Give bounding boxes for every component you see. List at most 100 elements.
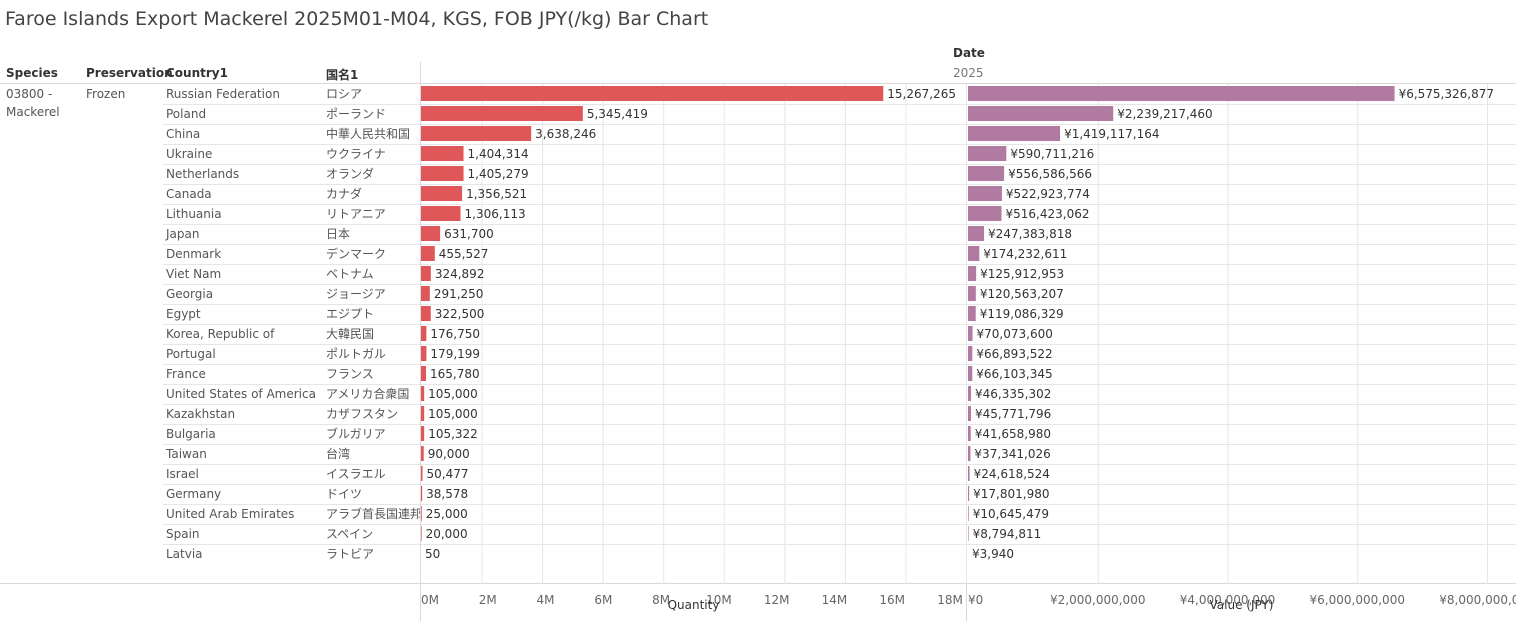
country-jp-label[interactable]: 中華人民共和国 <box>326 127 411 141</box>
value-bar <box>968 146 1007 161</box>
country-header[interactable]: Country1 <box>166 66 228 80</box>
country-label[interactable]: Latvia <box>166 547 203 561</box>
country-jp-label[interactable]: ラトビア <box>326 547 375 561</box>
value-bar <box>968 506 969 521</box>
country-label[interactable]: Lithuania <box>166 207 222 221</box>
quantity-bar <box>421 446 424 461</box>
quantity-value-label: 25,000 <box>426 507 468 521</box>
value-tick-label: ¥0 <box>968 593 983 607</box>
country-jp-label[interactable]: アメリカ合衆国 <box>326 387 410 401</box>
country-jp-label[interactable]: スペイン <box>326 527 374 541</box>
country-label[interactable]: Viet Nam <box>166 267 222 281</box>
value-axis-title: Value (JPY) <box>1210 598 1274 612</box>
quantity-bar <box>421 466 423 481</box>
quantity-tick-label: 16M <box>879 593 905 607</box>
value-bar <box>968 366 973 381</box>
species-value: 03800 - <box>6 87 53 101</box>
preservation-header[interactable]: Preservation <box>86 66 173 80</box>
value-value-label: ¥46,335,302 <box>975 387 1051 401</box>
value-tick-label: ¥8,000,000,000 <box>1439 593 1516 607</box>
country-jp-label[interactable]: デンマーク <box>326 247 387 261</box>
country-jp-label[interactable]: アラブ首長国連邦 <box>326 507 423 521</box>
value-tick-label: ¥6,000,000,000 <box>1310 593 1405 607</box>
quantity-bar <box>421 226 441 241</box>
country-label[interactable]: Canada <box>166 187 212 201</box>
country-jp-label[interactable]: ロシア <box>326 87 363 101</box>
value-bar <box>968 286 976 301</box>
country-label[interactable]: Portugal <box>166 347 216 361</box>
country-jp-label[interactable]: ブルガリア <box>326 427 386 441</box>
value-value-label: ¥590,711,216 <box>1010 147 1094 161</box>
value-value-label: ¥120,563,207 <box>980 287 1064 301</box>
quantity-value-label: 38,578 <box>426 487 468 501</box>
country-jp-label[interactable]: フランス <box>326 367 374 381</box>
preservation-value: Frozen <box>86 87 126 101</box>
quantity-bar <box>421 366 427 381</box>
value-value-label: ¥119,086,329 <box>980 307 1064 321</box>
country-label[interactable]: United Arab Emirates <box>166 507 295 521</box>
country-jp-label[interactable]: 日本 <box>326 227 351 241</box>
country-label[interactable]: Georgia <box>166 287 214 301</box>
value-value-label: ¥8,794,811 <box>973 527 1042 541</box>
country-jp-header[interactable]: 国名1 <box>326 68 359 82</box>
country-jp-label[interactable]: ジョージア <box>326 287 386 301</box>
country-label[interactable]: Israel <box>166 467 199 481</box>
quantity-tick-label: 18M <box>937 593 963 607</box>
country-jp-label[interactable]: カザフスタン <box>326 407 399 421</box>
quantity-value-label: 1,405,279 <box>468 167 529 181</box>
country-label[interactable]: Ukraine <box>166 147 213 161</box>
quantity-value-label: 176,750 <box>430 327 480 341</box>
country-label[interactable]: China <box>166 127 201 141</box>
country-jp-label[interactable]: リトアニア <box>326 207 386 221</box>
country-jp-label[interactable]: オランダ <box>326 167 375 181</box>
value-value-label: ¥66,103,345 <box>976 367 1052 381</box>
country-label[interactable]: Japan <box>166 227 200 241</box>
country-jp-label[interactable]: エジプト <box>326 307 375 321</box>
value-value-label: ¥41,658,980 <box>975 427 1051 441</box>
country-label[interactable]: Bulgaria <box>166 427 216 441</box>
quantity-bar <box>421 206 461 221</box>
country-label[interactable]: Russian Federation <box>166 87 280 101</box>
country-label[interactable]: Netherlands <box>166 167 240 181</box>
quantity-bar <box>421 286 430 301</box>
quantity-value-label: 5,345,419 <box>587 107 648 121</box>
country-jp-label[interactable]: イスラエル <box>326 467 386 481</box>
quantity-value-label: 50,477 <box>427 467 469 481</box>
country-jp-label[interactable]: ベトナム <box>326 267 374 281</box>
country-jp-label[interactable]: 台湾 <box>326 447 351 461</box>
value-bar <box>968 86 1395 101</box>
value-value-label: ¥6,575,326,877 <box>1399 87 1494 101</box>
country-label[interactable]: Poland <box>166 107 207 121</box>
quantity-tick-label: 10M <box>706 593 732 607</box>
country-label[interactable]: Spain <box>166 527 200 541</box>
country-label[interactable]: Kazakhstan <box>166 407 236 421</box>
value-value-label: ¥70,073,600 <box>977 327 1053 341</box>
quantity-value-label: 105,000 <box>428 407 478 421</box>
country-label[interactable]: Denmark <box>166 247 222 261</box>
country-jp-label[interactable]: ウクライナ <box>326 147 386 161</box>
quantity-value-label: 1,404,314 <box>468 147 529 161</box>
country-label[interactable]: Taiwan <box>166 447 207 461</box>
country-label[interactable]: Korea, Republic of <box>166 327 275 341</box>
country-label[interactable]: Germany <box>166 487 222 501</box>
quantity-value-label: 90,000 <box>428 447 470 461</box>
species-header[interactable]: Species <box>6 66 58 80</box>
quantity-bar <box>421 426 425 441</box>
country-jp-label[interactable]: ポーランド <box>326 107 387 121</box>
quantity-tick-label: 8M <box>652 593 670 607</box>
value-bar <box>968 266 977 281</box>
country-jp-label[interactable]: ポルトガル <box>326 347 387 361</box>
country-jp-label[interactable]: 大韓民国 <box>326 327 375 341</box>
country-jp-label[interactable]: ドイツ <box>326 487 363 501</box>
country-label[interactable]: United States of America <box>166 387 316 401</box>
country-jp-label[interactable]: カナダ <box>326 187 363 201</box>
quantity-tick-label: 4M <box>537 593 555 607</box>
country-label[interactable]: France <box>166 367 206 381</box>
quantity-value-label: 3,638,246 <box>535 127 596 141</box>
value-value-label: ¥37,341,026 <box>974 447 1050 461</box>
quantity-bar <box>421 106 583 121</box>
country-label[interactable]: Egypt <box>166 307 201 321</box>
value-bar <box>968 386 972 401</box>
value-value-label: ¥247,383,818 <box>988 227 1072 241</box>
